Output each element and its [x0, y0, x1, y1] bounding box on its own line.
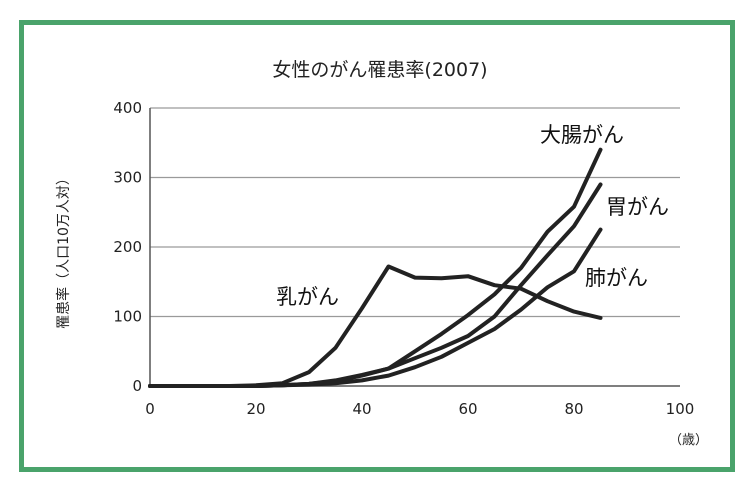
chart-title: 女性のがん罹患率(2007)	[272, 59, 487, 81]
x-tick-labels: 0 20 40 60 80 100	[145, 400, 694, 418]
x-tick-label: 20	[246, 400, 265, 418]
y-tick-label: 200	[113, 238, 142, 256]
series-label-breast: 乳がん	[276, 285, 339, 309]
series-line-lung	[148, 227, 603, 388]
y-tick-label: 0	[132, 377, 142, 395]
series-line-breast	[148, 264, 603, 388]
x-tick-label: 100	[666, 400, 695, 418]
series-line-colon	[148, 147, 603, 388]
series-label-stomach: 胃がん	[606, 195, 669, 219]
y-tick-labels: 0 100 200 300 400	[113, 99, 142, 395]
series-label-lung: 肺がん	[585, 266, 648, 290]
y-axis-label: 罹患率（人口10万人対）	[55, 171, 72, 329]
x-tick-label: 60	[458, 400, 477, 418]
y-tick-label: 300	[113, 169, 142, 187]
x-tick-label: 80	[564, 400, 583, 418]
y-tick-label: 100	[113, 308, 142, 326]
series-labels: 乳がん 大腸がん 胃がん 肺がん	[276, 123, 669, 309]
series-lines	[148, 147, 603, 388]
x-axis-unit: （歳）	[669, 433, 708, 448]
x-tick-label: 40	[352, 400, 371, 418]
series-label-colon: 大腸がん	[540, 123, 624, 147]
x-tick-label: 0	[145, 400, 155, 418]
y-tick-label: 400	[113, 99, 142, 117]
chart-frame	[19, 20, 735, 472]
